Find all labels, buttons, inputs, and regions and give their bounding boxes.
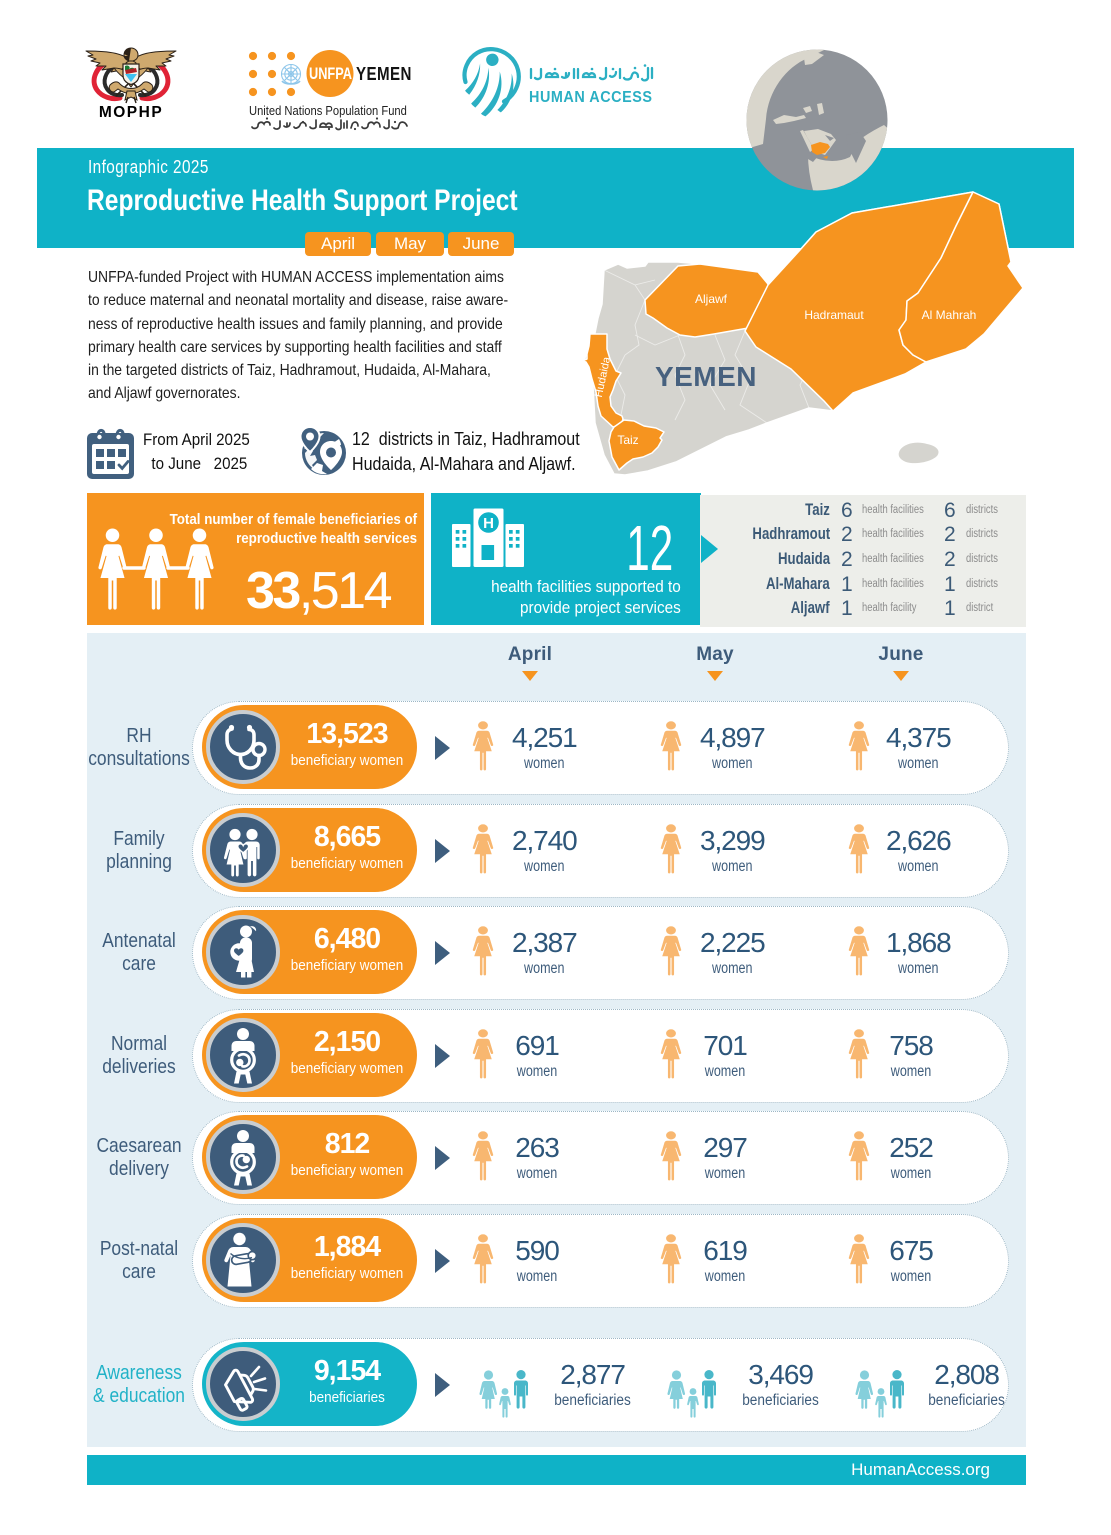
svg-text:YEMEN: YEMEN bbox=[655, 361, 757, 392]
svg-text:H: H bbox=[483, 515, 494, 532]
svg-text:Al Mahrah: Al Mahrah bbox=[922, 308, 977, 322]
svg-text:Taiz: Taiz bbox=[617, 433, 638, 447]
svg-text:Hadramaut: Hadramaut bbox=[804, 308, 864, 322]
svg-text:Aljawf: Aljawf bbox=[695, 292, 728, 306]
